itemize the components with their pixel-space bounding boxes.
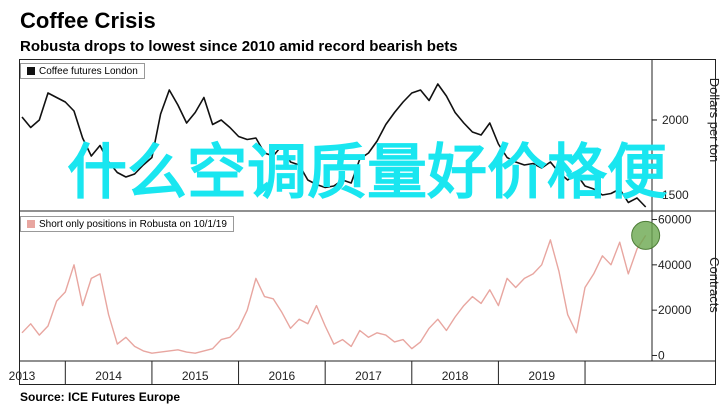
xtick-label-2014: 2014 (95, 369, 122, 383)
legend-bottom-label: Short only positions in Robusta on 10/1/… (39, 219, 227, 230)
chart-subtitle: Robusta drops to lowest since 2010 amid … (20, 38, 458, 55)
top-ylabel: Dollars per ton (707, 78, 722, 163)
legend-top-label: Coffee futures London (39, 66, 138, 77)
top-ytick-label-0: 1500 (662, 188, 689, 202)
xtick-label-2018: 2018 (442, 369, 469, 383)
bottom-ytick-label-2: 40000 (658, 258, 692, 272)
watermark-text: 什么空调质量好价格便 (67, 138, 667, 208)
bottom-ytick-label-0: 0 (658, 348, 665, 362)
bottom-ytick-label-1: 20000 (658, 303, 692, 317)
xtick-label-2013: 2013 (9, 369, 36, 383)
legend-bottom: Short only positions in Robusta on 10/1/… (20, 216, 234, 232)
xtick-label-2017: 2017 (355, 369, 382, 383)
legend-bottom-swatch (27, 220, 35, 228)
legend-top-swatch (27, 67, 35, 75)
short-positions-line (21, 235, 647, 354)
xtick-label-2016: 2016 (269, 369, 296, 383)
xtick-label-2019: 2019 (528, 369, 555, 383)
chart-frame (19, 59, 716, 385)
top-ytick-label-1: 2000 (662, 113, 689, 127)
bottom-ylabel: Contracts (707, 257, 722, 313)
coffee-futures-line (21, 83, 647, 208)
bottom-ytick-label-3: 60000 (658, 213, 692, 227)
latest-value-highlight (631, 220, 661, 250)
source-note: Source: ICE Futures Europe (20, 390, 181, 404)
chart-title: Coffee Crisis (20, 8, 156, 33)
legend-top: Coffee futures London (20, 63, 145, 79)
xtick-label-2015: 2015 (182, 369, 209, 383)
